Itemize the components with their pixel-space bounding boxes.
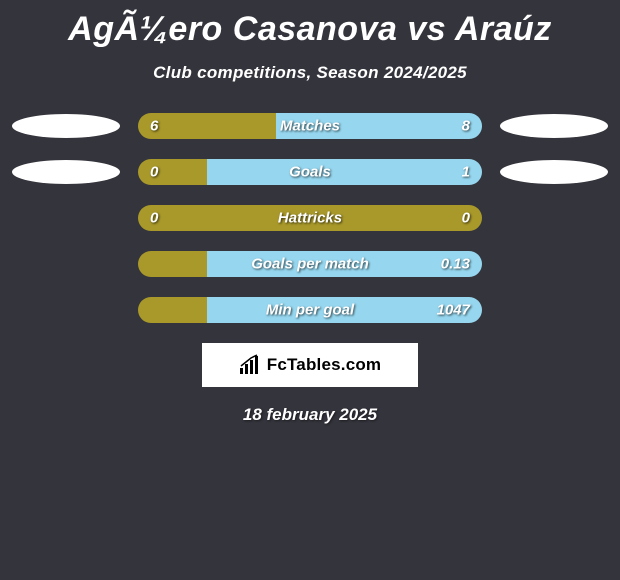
stat-value-right: 0.13 (441, 256, 470, 273)
stat-bar: 1047 Min per goal (138, 297, 482, 323)
brand-text: FcTables.com (267, 355, 382, 375)
stat-bar: 0 1 Goals (138, 159, 482, 185)
stat-label: Goals (289, 164, 331, 181)
stat-label: Hattricks (278, 210, 342, 227)
stat-row: 0.13 Goals per match (0, 251, 620, 277)
player-left-oval (12, 114, 120, 138)
brand-box: FcTables.com (202, 343, 418, 387)
date-text: 18 february 2025 (0, 405, 620, 425)
stat-label: Goals per match (251, 256, 369, 273)
player-right-oval (500, 114, 608, 138)
stat-bar: 0 0 Hattricks (138, 205, 482, 231)
subtitle: Club competitions, Season 2024/2025 (0, 63, 620, 83)
stat-value-left: 0 (150, 164, 158, 181)
stat-row: 0 1 Goals (0, 159, 620, 185)
player-left-oval (12, 160, 120, 184)
bar-chart-icon (239, 354, 261, 376)
stat-value-right: 1 (462, 164, 470, 181)
stat-label: Min per goal (266, 302, 354, 319)
stat-label: Matches (280, 118, 340, 135)
bar-segment-left (138, 113, 276, 139)
stat-value-right: 1047 (437, 302, 470, 319)
bar-segment-left (138, 297, 207, 323)
stat-value-left: 0 (150, 210, 158, 227)
stat-value-left: 6 (150, 118, 158, 135)
bar-segment-right (207, 159, 482, 185)
stat-bar: 0.13 Goals per match (138, 251, 482, 277)
stat-row: 6 8 Matches (0, 113, 620, 139)
stat-value-right: 0 (462, 210, 470, 227)
stat-bar: 6 8 Matches (138, 113, 482, 139)
stat-value-right: 8 (462, 118, 470, 135)
bar-segment-left (138, 159, 207, 185)
stat-row: 1047 Min per goal (0, 297, 620, 323)
player-right-oval (500, 160, 608, 184)
bar-segment-left (138, 251, 207, 277)
stats-container: 6 8 Matches 0 1 Goals 0 0 Hattricks 0.13 Goals per… (0, 113, 620, 323)
page-title: AgÃ¼ero Casanova vs Araúz (0, 0, 620, 49)
stat-row: 0 0 Hattricks (0, 205, 620, 231)
